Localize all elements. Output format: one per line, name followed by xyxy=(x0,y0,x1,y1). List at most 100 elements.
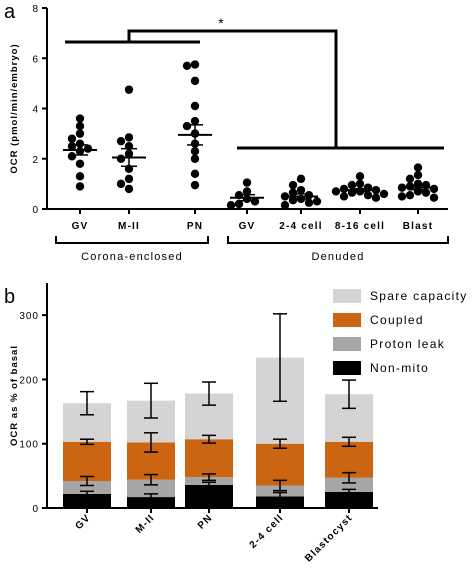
y-tick-label: 100 xyxy=(19,440,39,451)
data-point xyxy=(288,196,298,205)
significance-bracket xyxy=(127,29,338,148)
y-tick-label: 0 xyxy=(32,504,39,515)
significance-star: * xyxy=(218,15,224,31)
x-tick-label: 2-4 cell xyxy=(279,221,323,232)
bar-segment xyxy=(185,439,233,478)
panel-b-y-axis: 0 100 200 300 OCR as % of basal xyxy=(9,283,48,515)
group-label: Denuded xyxy=(311,251,364,263)
data-point xyxy=(75,139,85,148)
data-point xyxy=(190,147,200,156)
y-tick-label: 8 xyxy=(32,4,39,15)
data-point xyxy=(67,134,77,143)
data-point xyxy=(182,61,192,70)
bar-segment xyxy=(63,441,111,481)
legend-swatch xyxy=(333,313,361,327)
panel-b-x-axis: GV M-II PN 2-4 cell Blastocyst xyxy=(47,507,378,564)
data-point xyxy=(116,136,126,146)
panel-b-legend: Spare capacity Coupled Proton leak Non-mito xyxy=(333,289,468,375)
data-point xyxy=(331,187,341,196)
x-tick-label: GV xyxy=(239,221,256,232)
data-point xyxy=(124,174,134,184)
y-tick-label: 2 xyxy=(32,155,39,166)
data-point xyxy=(182,121,192,131)
data-point xyxy=(75,182,85,191)
data-point xyxy=(304,198,314,207)
x-tick-label: GV xyxy=(72,221,89,232)
data-point xyxy=(124,85,134,94)
panel-b-error-bars xyxy=(80,313,356,502)
data-point xyxy=(75,121,85,131)
data-point xyxy=(190,169,200,179)
panel-a-data-points xyxy=(67,60,439,210)
data-point xyxy=(250,197,260,206)
x-tick-label: 2-4 cell xyxy=(248,512,287,551)
data-point xyxy=(312,197,322,206)
bar-segment xyxy=(325,491,373,508)
x-tick-label: PN xyxy=(196,512,215,531)
data-point xyxy=(413,170,423,180)
data-point xyxy=(355,179,365,189)
panel-a-mean-sem-bars xyxy=(63,124,435,202)
data-point xyxy=(405,190,415,200)
data-point xyxy=(339,192,349,201)
data-point xyxy=(67,152,77,161)
data-point xyxy=(242,187,252,196)
data-point xyxy=(75,159,85,168)
data-point xyxy=(347,180,357,190)
data-point xyxy=(304,190,314,200)
data-point xyxy=(234,199,244,209)
bar-segment xyxy=(325,477,373,492)
legend-swatch xyxy=(333,337,361,351)
legend-label: Non-mito xyxy=(370,361,429,375)
data-point xyxy=(397,192,407,201)
bar-segment xyxy=(325,441,373,478)
data-point xyxy=(339,184,349,194)
data-point xyxy=(379,189,389,199)
legend-label: Proton leak xyxy=(370,337,445,351)
data-point xyxy=(116,154,126,163)
x-tick-label: M-II xyxy=(134,512,157,535)
panel-a-y-axis: 0 2 4 6 8 OCR (pmol/min/embryo) xyxy=(9,4,48,216)
legend-label: Spare capacity xyxy=(370,289,468,303)
x-tick-label: 8-16 cell xyxy=(335,221,385,232)
legend-label: Coupled xyxy=(370,313,424,327)
group-label: Corona-enclosed xyxy=(81,251,183,263)
y-tick-label: 0 xyxy=(32,205,39,216)
bar-segment xyxy=(63,481,111,494)
data-point xyxy=(226,201,236,210)
data-point xyxy=(288,188,298,197)
panel-a-significance-brackets: * xyxy=(65,15,444,150)
panel-letter-a: a xyxy=(4,1,16,23)
data-point xyxy=(190,116,200,126)
data-point xyxy=(363,190,373,200)
x-tick-label: GV xyxy=(73,512,93,532)
y-tick-label: 300 xyxy=(19,311,39,322)
data-point xyxy=(296,185,306,195)
legend-swatch xyxy=(333,361,361,375)
data-point xyxy=(242,178,252,187)
data-point xyxy=(75,172,85,181)
y-axis-label: OCR as % of basal xyxy=(9,345,20,446)
data-point xyxy=(190,154,200,163)
data-point xyxy=(67,141,77,151)
data-point xyxy=(288,180,298,190)
x-tick-label: M-II xyxy=(118,221,140,232)
data-point xyxy=(116,179,126,189)
bar-segment xyxy=(127,479,175,498)
data-point xyxy=(75,114,85,123)
data-point xyxy=(371,193,381,202)
data-point xyxy=(429,193,439,202)
panel-b-bars xyxy=(63,357,373,508)
y-tick-label: 200 xyxy=(19,375,39,386)
y-tick-label: 6 xyxy=(32,54,39,65)
y-axis-label: OCR (pmol/min/embryo) xyxy=(9,43,20,173)
x-tick-label: PN xyxy=(187,221,203,232)
data-point xyxy=(83,144,93,153)
bar-segment xyxy=(63,493,111,508)
bar-segment xyxy=(256,443,304,486)
panel-b-stacked-bar-chart: b 0 100 200 300 OCR as % of basal GV M-II PN 2-… xyxy=(4,283,468,564)
data-point xyxy=(355,172,365,181)
bar-segment xyxy=(127,497,175,508)
group-bracket-denuded xyxy=(227,236,449,244)
bar-segment xyxy=(185,484,233,508)
